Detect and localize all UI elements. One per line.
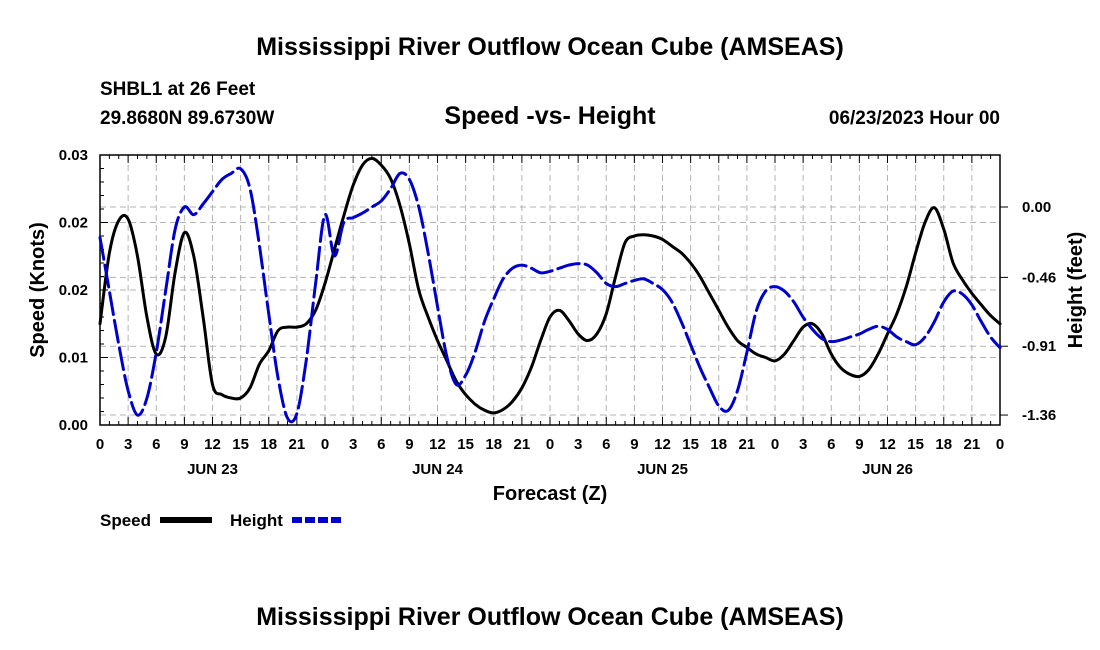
x-tick-label: 6 bbox=[827, 436, 835, 453]
x-axis: 0 3 6 9 12 15 18 21 0 3 6 9 12 15 18 21 0 3 6 9 12 15 18 21 0 3 6 9… bbox=[96, 155, 1004, 478]
x-tick-label: 18 bbox=[260, 436, 277, 453]
legend: Speed Height bbox=[100, 511, 342, 530]
x-tick-label: 9 bbox=[630, 436, 638, 453]
x-tick-label: 21 bbox=[289, 436, 306, 453]
legend-speed-label: Speed bbox=[100, 511, 151, 530]
station-coordinates: 29.8680N 89.6730W bbox=[100, 108, 274, 129]
forecast-date: 06/23/2023 Hour 00 bbox=[829, 108, 1000, 129]
y2-tick-label: -0.91 bbox=[1022, 338, 1056, 355]
legend-height-label: Height bbox=[230, 511, 283, 530]
x-tick-label: 6 bbox=[602, 436, 610, 453]
x-tick-label: 3 bbox=[124, 436, 132, 453]
x-tick-label: 15 bbox=[457, 436, 474, 453]
y-tick-label: 0.03 bbox=[59, 147, 88, 164]
x-day-label: JUN 25 bbox=[637, 461, 688, 478]
x-tick-label: 21 bbox=[514, 436, 531, 453]
y2-tick-label: 0.00 bbox=[1022, 199, 1051, 216]
x-tick-label: 3 bbox=[349, 436, 357, 453]
y2-tick-label: -1.36 bbox=[1022, 407, 1056, 424]
x-tick-label: 15 bbox=[907, 436, 924, 453]
x-day-label: JUN 23 bbox=[187, 461, 238, 478]
x-day-label: JUN 26 bbox=[862, 461, 913, 478]
x-tick-label: 9 bbox=[180, 436, 188, 453]
x-tick-label: 18 bbox=[935, 436, 952, 453]
left-y-axis-label: Speed (Knots) bbox=[27, 222, 49, 358]
series-lines bbox=[98, 156, 1002, 424]
x-tick-label: 12 bbox=[204, 436, 221, 453]
series-line-speed bbox=[98, 156, 1002, 415]
x-tick-label: 15 bbox=[232, 436, 249, 453]
x-tick-label: 0 bbox=[771, 436, 779, 453]
right-y-axis: 0.00 -0.46 -0.91 -1.36 bbox=[1000, 199, 1056, 424]
x-tick-label: 12 bbox=[429, 436, 446, 453]
x-axis-label: Forecast (Z) bbox=[493, 483, 607, 505]
x-tick-label: 15 bbox=[682, 436, 699, 453]
x-tick-label: 18 bbox=[710, 436, 727, 453]
x-tick-label: 18 bbox=[485, 436, 502, 453]
series-line-height bbox=[98, 166, 1002, 424]
right-y-axis-label: Height (feet) bbox=[1065, 232, 1087, 349]
grid-lines bbox=[100, 155, 1000, 425]
y-tick-label: 0.02 bbox=[59, 215, 88, 232]
chart-subtitle: Speed -vs- Height bbox=[444, 102, 656, 130]
y-tick-label: 0.02 bbox=[59, 282, 88, 299]
x-tick-label: 6 bbox=[377, 436, 385, 453]
left-y-axis: 0.00 0.01 0.02 0.02 0.03 bbox=[59, 147, 108, 434]
x-tick-label: 3 bbox=[574, 436, 582, 453]
x-tick-label: 0 bbox=[996, 436, 1004, 453]
chart-main-title: Mississippi River Outflow Ocean Cube (AM… bbox=[256, 33, 844, 61]
x-tick-label: 0 bbox=[546, 436, 554, 453]
second-chart-title: Mississippi River Outflow Ocean Cube (AM… bbox=[256, 603, 844, 631]
x-tick-label: 9 bbox=[855, 436, 863, 453]
x-tick-label: 12 bbox=[879, 436, 896, 453]
x-tick-label: 3 bbox=[799, 436, 807, 453]
x-tick-label: 0 bbox=[96, 436, 104, 453]
y-tick-label: 0.00 bbox=[59, 417, 88, 434]
station-label: SHBL1 at 26 Feet bbox=[100, 79, 256, 100]
y2-tick-label: -0.46 bbox=[1022, 269, 1056, 286]
x-tick-label: 9 bbox=[405, 436, 413, 453]
x-tick-label: 6 bbox=[152, 436, 160, 453]
x-tick-label: 21 bbox=[739, 436, 756, 453]
x-tick-label: 21 bbox=[964, 436, 981, 453]
y-tick-label: 0.01 bbox=[59, 350, 88, 367]
x-tick-label: 0 bbox=[321, 436, 329, 453]
x-tick-label: 12 bbox=[654, 436, 671, 453]
x-day-label: JUN 24 bbox=[412, 461, 464, 478]
